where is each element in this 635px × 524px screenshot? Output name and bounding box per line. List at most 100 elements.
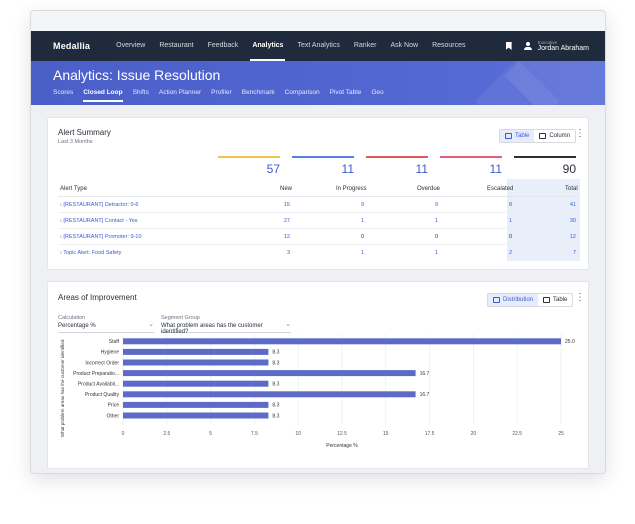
- new-cell[interactable]: 12: [283, 234, 290, 240]
- status-bar-new: [218, 156, 280, 158]
- in-progress-cell[interactable]: 9: [360, 202, 364, 208]
- user-name: Jordan Abraham: [537, 45, 589, 52]
- alert-type-cell[interactable]: [RESTAURANT] Promoter: 9-10: [60, 234, 141, 240]
- escalated-cell[interactable]: 2: [508, 250, 512, 256]
- bar: [123, 401, 269, 408]
- nav-item-analytics[interactable]: Analytics: [250, 31, 286, 61]
- nav-item-ask-now[interactable]: Ask Now: [390, 42, 419, 49]
- areas-of-improvement-card: Areas of Improvement Distribution Table …: [47, 281, 589, 469]
- table-row[interactable]: [RESTAURANT] Detractor: 0-6 15 9 9 8 41: [58, 197, 580, 213]
- bar: [123, 380, 269, 387]
- tab-scores[interactable]: Scores: [53, 89, 74, 96]
- calculation-select[interactable]: Percentage %: [58, 320, 154, 333]
- total-cell[interactable]: 12: [569, 234, 576, 240]
- total-escalated: 11: [440, 156, 502, 176]
- window-top-strip: [31, 11, 605, 31]
- new-cell[interactable]: 3: [286, 250, 290, 256]
- category-label: Product Quality: [85, 392, 120, 398]
- nav-item-feedback[interactable]: Feedback: [207, 42, 239, 49]
- tab-geo[interactable]: Geo: [371, 89, 384, 96]
- x-tick-label: 10: [295, 431, 301, 437]
- column-header-in-progress[interactable]: In Progress: [336, 186, 367, 192]
- distribution-view-button[interactable]: Distribution: [488, 294, 539, 306]
- category-label: Incorrect Order: [85, 360, 119, 366]
- alert-type-cell[interactable]: Topic Alert: Food Safety: [60, 250, 121, 256]
- calculation-label: Calculation: [58, 315, 86, 321]
- table-icon: [543, 297, 551, 303]
- tab-profiler[interactable]: Profiler: [211, 89, 232, 96]
- table-row[interactable]: [RESTAURANT] Contact - Yes 27 1 1 1 30: [58, 213, 580, 229]
- tab-shifts[interactable]: Shifts: [132, 89, 149, 96]
- areas-table-view-button[interactable]: Table: [538, 294, 572, 306]
- tab-comparison[interactable]: Comparison: [284, 89, 320, 96]
- areas-view-toggle: Distribution Table: [487, 293, 574, 307]
- total-cell[interactable]: 7: [572, 250, 576, 256]
- user-area: Executive Jordan Abraham: [505, 31, 589, 61]
- nav-item-overview[interactable]: Overview: [116, 42, 146, 49]
- x-tick-label: 7.5: [251, 431, 258, 437]
- nav-item-text-analytics[interactable]: Text Analytics: [297, 42, 340, 49]
- data-label: 25.0: [565, 339, 575, 345]
- overdue-cell[interactable]: 9: [434, 202, 438, 208]
- segment-group-label: Segment Group: [161, 315, 200, 321]
- new-cell[interactable]: 15: [283, 202, 290, 208]
- status-bar-escalated: [440, 156, 502, 158]
- alert-summary-title: Alert Summary: [58, 128, 111, 137]
- view-toggle: Table Column: [499, 129, 577, 143]
- bookmark-icon[interactable]: [505, 42, 512, 50]
- tab-benchmark[interactable]: Benchmark: [241, 89, 275, 96]
- data-label: 8.3: [272, 360, 279, 366]
- nav-item-ranker[interactable]: Ranker: [353, 42, 377, 49]
- tab-closed-loop[interactable]: Closed Loop: [83, 89, 123, 102]
- bar: [123, 359, 269, 366]
- app-window: Medallia Overview Restaurant Feedback An…: [30, 10, 606, 474]
- column-header-total[interactable]: Total: [565, 186, 578, 192]
- category-label: Other: [106, 413, 119, 419]
- total-in-progress-value: 11: [341, 162, 354, 176]
- tab-action-planner[interactable]: Action Planner: [158, 89, 202, 96]
- user-icon[interactable]: [523, 42, 532, 50]
- data-label: 8.3: [272, 413, 279, 419]
- column-header-alert-type[interactable]: Alert Type: [60, 186, 87, 192]
- y-axis-title: What problem areas has the customer iden…: [60, 339, 65, 437]
- alert-type-cell[interactable]: [RESTAURANT] Contact - Yes: [60, 218, 137, 224]
- more-options-icon[interactable]: [575, 128, 585, 141]
- data-label: 8.3: [272, 382, 279, 388]
- x-tick-label: 5: [209, 431, 212, 437]
- segment-group-select[interactable]: What problem areas has the customer iden…: [161, 320, 291, 335]
- data-label: 16.7: [420, 371, 430, 377]
- in-progress-cell[interactable]: 1: [360, 250, 364, 256]
- more-options-icon[interactable]: [575, 292, 585, 305]
- category-label: Product Availabil...: [78, 382, 119, 388]
- table-row[interactable]: [RESTAURANT] Promoter: 9-10 12 0 0 0 12: [58, 229, 580, 245]
- escalated-cell[interactable]: 8: [508, 202, 512, 208]
- table-row[interactable]: Topic Alert: Food Safety 3 1 1 2 7: [58, 245, 580, 261]
- alert-summary-card: Alert Summary Last 3 Months Table Column…: [47, 117, 589, 270]
- total-cell[interactable]: 30: [569, 218, 576, 224]
- tab-pivot-table[interactable]: Pivot Table: [329, 89, 362, 96]
- column-header-escalated[interactable]: Escalated: [487, 186, 514, 192]
- nav-item-restaurant[interactable]: Restaurant: [159, 42, 194, 49]
- overdue-cell[interactable]: 1: [434, 218, 438, 224]
- column-view-button[interactable]: Column: [534, 130, 575, 142]
- category-label: Staff: [109, 339, 120, 345]
- category-label: Price: [108, 403, 120, 409]
- total-overdue-value: 11: [415, 162, 428, 176]
- areas-title: Areas of Improvement: [58, 293, 137, 302]
- in-progress-cell[interactable]: 1: [360, 218, 364, 224]
- data-label: 16.7: [420, 392, 430, 398]
- total-cell[interactable]: 41: [569, 202, 576, 208]
- total-all: 90: [514, 156, 576, 176]
- user-menu[interactable]: Executive Jordan Abraham: [538, 40, 589, 52]
- escalated-cell[interactable]: 1: [508, 218, 512, 224]
- table-view-button[interactable]: Table: [500, 130, 535, 142]
- overdue-cell[interactable]: 1: [434, 250, 438, 256]
- nav-item-resources[interactable]: Resources: [432, 42, 466, 49]
- page-title: Analytics: Issue Resolution: [53, 67, 221, 83]
- column-header-new[interactable]: New: [280, 186, 293, 192]
- x-tick-label: 12.5: [337, 431, 347, 437]
- new-cell[interactable]: 27: [283, 218, 290, 224]
- brand-logo[interactable]: Medallia: [53, 41, 91, 51]
- alert-type-cell[interactable]: [RESTAURANT] Detractor: 0-6: [60, 202, 138, 208]
- column-header-overdue[interactable]: Overdue: [417, 186, 441, 192]
